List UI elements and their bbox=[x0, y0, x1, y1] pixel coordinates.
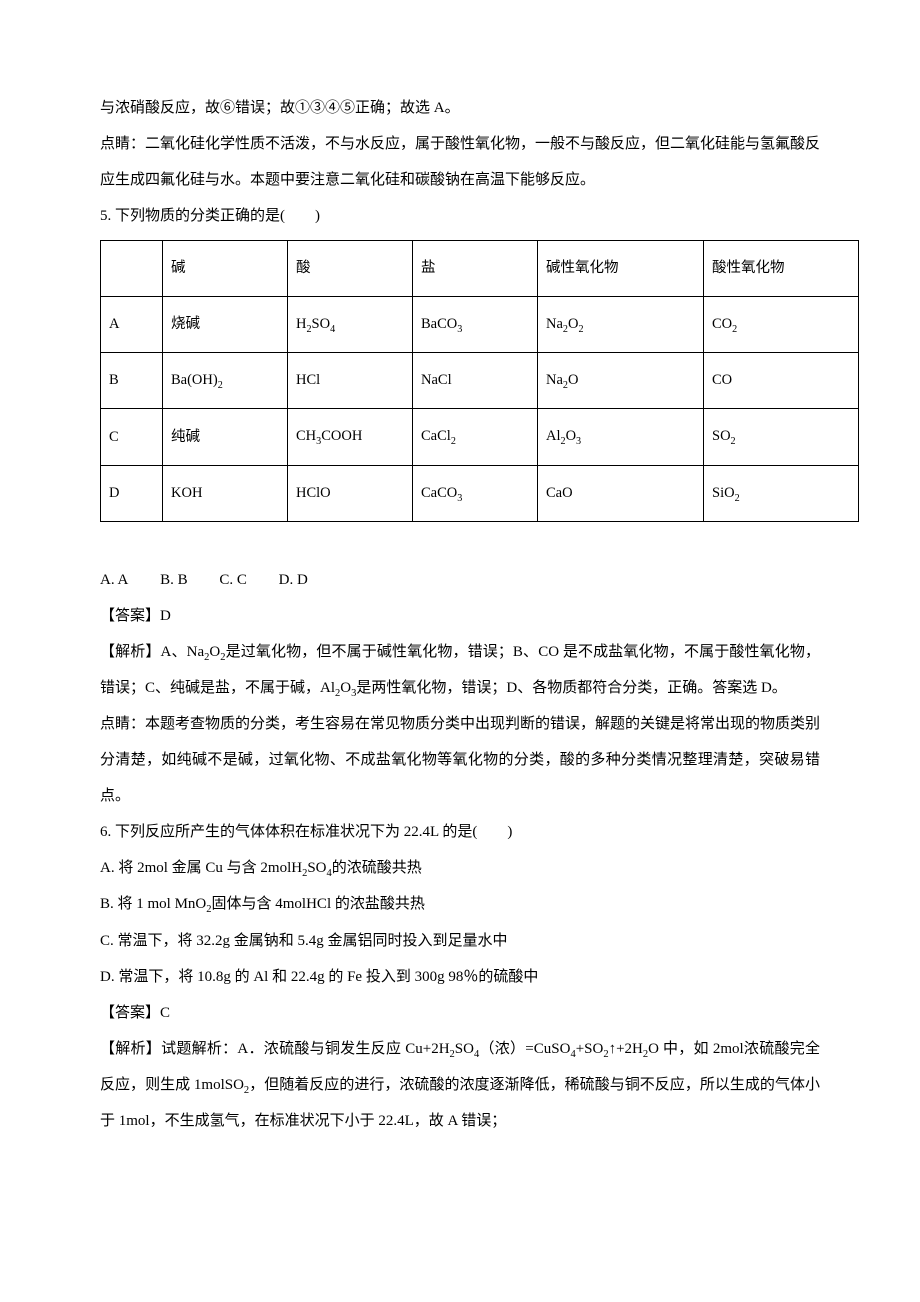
q6-option-a: A. 将 2mol 金属 Cu 与含 2molH2SO4的浓硫酸共热 bbox=[100, 850, 820, 886]
table-row: D KOH HClO CaCO3 CaO SiO2 bbox=[101, 465, 859, 521]
q5-stem: 5. 下列物质的分类正确的是( ) bbox=[100, 198, 820, 234]
q5-option-a: A. A bbox=[100, 572, 128, 588]
table-header-cell: 酸 bbox=[288, 241, 413, 297]
table-header-row: 碱 酸 盐 碱性氧化物 酸性氧化物 bbox=[101, 241, 859, 297]
q6-answer: 【答案】C bbox=[100, 995, 820, 1031]
table-cell: D bbox=[101, 465, 163, 521]
q5-option-b: B. B bbox=[160, 572, 188, 588]
table-row: A 烧碱 H2SO4 BaCO3 Na2O2 CO2 bbox=[101, 296, 859, 352]
table-cell: C bbox=[101, 409, 163, 465]
table-cell: CH3COOH bbox=[288, 409, 413, 465]
table-header-cell: 盐 bbox=[413, 241, 538, 297]
table-header-cell: 碱 bbox=[163, 241, 288, 297]
q6-explain: 【解析】试题解析：A．浓硫酸与铜发生反应 Cu+2H2SO4（浓）=CuSO4+… bbox=[100, 1031, 820, 1139]
table-cell: A bbox=[101, 296, 163, 352]
q6-option-d: D. 常温下，将 10.8g 的 Al 和 22.4g 的 Fe 投入到 300… bbox=[100, 959, 820, 995]
table-cell: H2SO4 bbox=[288, 296, 413, 352]
table-cell: Al2O3 bbox=[538, 409, 704, 465]
table-cell: 烧碱 bbox=[163, 296, 288, 352]
table-cell: B bbox=[101, 353, 163, 409]
q5-option-c: C. C bbox=[219, 572, 247, 588]
table-cell: KOH bbox=[163, 465, 288, 521]
q5-answer: 【答案】D bbox=[100, 598, 820, 634]
q5-point: 点睛：本题考查物质的分类，考生容易在常见物质分类中出现判断的错误，解题的关键是将… bbox=[100, 706, 820, 814]
table-cell: Na2O bbox=[538, 353, 704, 409]
table-cell: CaCO3 bbox=[413, 465, 538, 521]
table-row: B Ba(OH)2 HCl NaCl Na2O CO bbox=[101, 353, 859, 409]
q6-option-c: C. 常温下，将 32.2g 金属钠和 5.4g 金属铝同时投入到足量水中 bbox=[100, 923, 820, 959]
q6-stem: 6. 下列反应所产生的气体体积在标准状况下为 22.4L 的是( ) bbox=[100, 814, 820, 850]
q5-table: 碱 酸 盐 碱性氧化物 酸性氧化物 A 烧碱 H2SO4 BaCO3 Na2O2… bbox=[100, 240, 859, 522]
table-cell: HCl bbox=[288, 353, 413, 409]
table-cell: Ba(OH)2 bbox=[163, 353, 288, 409]
intro-line-2: 点睛：二氧化硅化学性质不活泼，不与水反应，属于酸性氧化物，一般不与酸反应，但二氧… bbox=[100, 126, 820, 198]
table-cell: NaCl bbox=[413, 353, 538, 409]
q6-option-b: B. 将 1 mol MnO2固体与含 4molHCl 的浓盐酸共热 bbox=[100, 886, 820, 922]
table-cell: Na2O2 bbox=[538, 296, 704, 352]
q5-explain: 【解析】A、Na2O2是过氧化物，但不属于碱性氧化物，错误；B、CO 是不成盐氧… bbox=[100, 634, 820, 706]
table-cell: CO2 bbox=[704, 296, 859, 352]
table-header-cell: 酸性氧化物 bbox=[704, 241, 859, 297]
table-cell: SO2 bbox=[704, 409, 859, 465]
table-cell: CaCl2 bbox=[413, 409, 538, 465]
q5-options: A. A B. B C. C D. D bbox=[100, 562, 820, 598]
table-header-cell: 碱性氧化物 bbox=[538, 241, 704, 297]
q5-option-d: D. D bbox=[279, 572, 308, 588]
table-cell: BaCO3 bbox=[413, 296, 538, 352]
table-cell: CO bbox=[704, 353, 859, 409]
table-row: C 纯碱 CH3COOH CaCl2 Al2O3 SO2 bbox=[101, 409, 859, 465]
intro-line-1: 与浓硝酸反应，故⑥错误；故①③④⑤正确；故选 A。 bbox=[100, 90, 820, 126]
table-cell: CaO bbox=[538, 465, 704, 521]
table-cell: 纯碱 bbox=[163, 409, 288, 465]
q5-table-wrapper: 碱 酸 盐 碱性氧化物 酸性氧化物 A 烧碱 H2SO4 BaCO3 Na2O2… bbox=[100, 240, 820, 522]
table-cell: HClO bbox=[288, 465, 413, 521]
table-header-cell bbox=[101, 241, 163, 297]
table-cell: SiO2 bbox=[704, 465, 859, 521]
